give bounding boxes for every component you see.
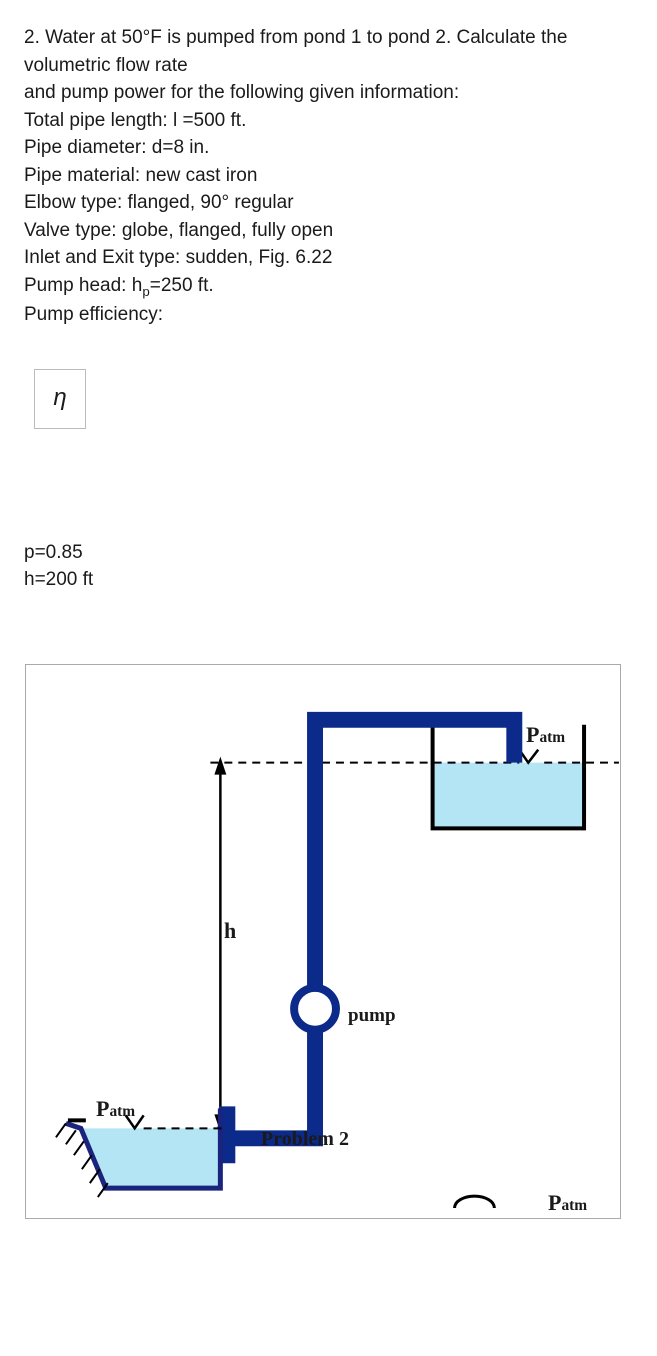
pipe-length: Total pipe length: l =500 ft. bbox=[24, 107, 633, 135]
problem-text: 2. Water at 50°F is pumped from pond 1 t… bbox=[24, 24, 633, 329]
line-1: 2. Water at 50°F is pumped from pond 1 t… bbox=[24, 24, 633, 79]
extra-params: p=0.85 h=200 ft bbox=[24, 539, 633, 594]
problem-caption: Problem 2 bbox=[261, 1125, 349, 1154]
param-p: p=0.85 bbox=[24, 539, 633, 567]
eta-symbol: η bbox=[53, 381, 66, 416]
patm-label-pond1: Patm bbox=[96, 1093, 135, 1125]
inlet-exit: Inlet and Exit type: sudden, Fig. 6.22 bbox=[24, 244, 633, 272]
elbow-type: Elbow type: flanged, 90° regular bbox=[24, 189, 633, 217]
pipe-diameter: Pipe diameter: d=8 in. bbox=[24, 134, 633, 162]
patm-label-bottom-right: Patm bbox=[548, 1187, 587, 1219]
patm-label-top: Patm bbox=[526, 719, 565, 751]
efficiency-label: Pump efficiency: bbox=[24, 301, 633, 329]
valve-type: Valve type: globe, flanged, fully open bbox=[24, 217, 633, 245]
param-h: h=200 ft bbox=[24, 566, 633, 594]
line-2: and pump power for the following given i… bbox=[24, 79, 633, 107]
pump-label: pump bbox=[348, 1002, 396, 1030]
pump-head: Pump head: hp=250 ft. bbox=[24, 272, 633, 301]
pipe-material: Pipe material: new cast iron bbox=[24, 162, 633, 190]
diagram-container: Patm Patm Patm h pump Problem 2 bbox=[25, 664, 621, 1219]
h-label: h bbox=[224, 915, 236, 947]
eta-box: η bbox=[34, 369, 86, 429]
